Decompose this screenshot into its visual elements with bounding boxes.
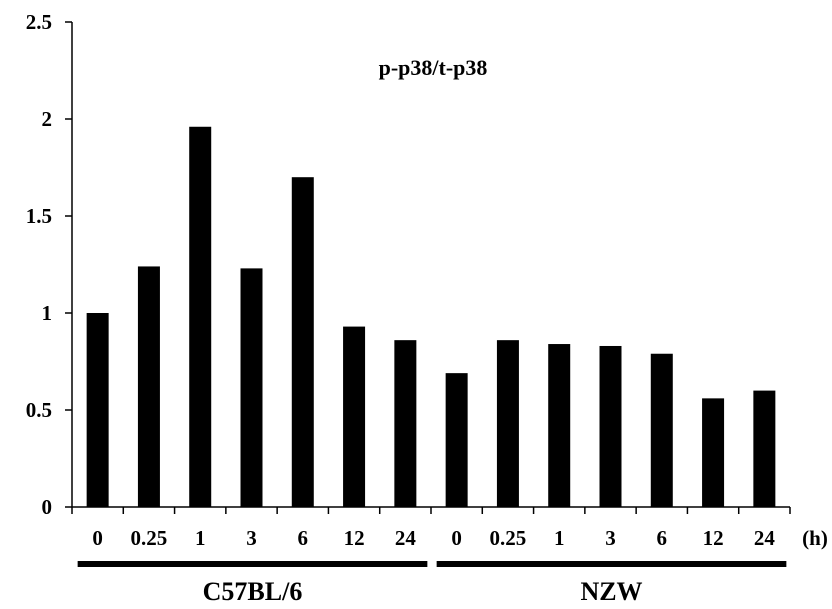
bar	[189, 126, 212, 507]
x-tick-label: 24	[754, 526, 776, 550]
group-label: C57BL/6	[203, 577, 303, 606]
x-axis	[71, 506, 791, 514]
x-tick-label: 3	[605, 526, 616, 550]
bar	[548, 344, 571, 507]
x-tick-label: 12	[344, 526, 365, 550]
bar	[291, 177, 314, 507]
bar	[753, 390, 776, 507]
bar	[702, 398, 725, 507]
x-tick-label: 1	[554, 526, 565, 550]
x-tick-label: 6	[657, 526, 668, 550]
x-tick-label: 12	[703, 526, 724, 550]
bar	[137, 266, 160, 507]
bar	[496, 340, 519, 507]
group-labels: C57BL/6 NZW	[77, 561, 787, 606]
group-bracket	[436, 561, 787, 567]
y-tick-label: 0	[42, 495, 53, 519]
x-unit-label: (h)	[802, 526, 828, 550]
bar	[394, 340, 417, 507]
x-tick-label: 0.25	[490, 526, 527, 550]
y-tick-label: 1	[42, 301, 53, 325]
x-tick-label: 0.25	[131, 526, 168, 550]
chart-title: p-p38/t-p38	[379, 55, 488, 80]
x-tick-label: 6	[298, 526, 309, 550]
bars	[86, 126, 776, 507]
x-tick-label: 0	[451, 526, 462, 550]
y-tick-label: 2.5	[26, 10, 52, 34]
bar	[240, 268, 263, 507]
x-tick-label: 0	[92, 526, 103, 550]
bar	[445, 373, 468, 507]
group-bracket	[77, 561, 428, 567]
group-label: NZW	[580, 577, 642, 606]
bar	[86, 313, 109, 507]
x-tick-label: 24	[395, 526, 417, 550]
x-tick-label: 3	[246, 526, 257, 550]
x-tick-label: 1	[195, 526, 206, 550]
bar	[650, 353, 673, 507]
y-tick-label: 0.5	[26, 398, 52, 422]
y-tick-label: 2	[42, 107, 53, 131]
y-tick-label: 1.5	[26, 204, 52, 228]
bar	[343, 326, 366, 507]
y-axis: 0 0.5 1 1.5 2 2.5	[26, 10, 73, 519]
x-tick-labels: 0 0.25 1 3 6 12 24 0 0.25 1 3 6 12 24	[92, 526, 775, 550]
bar	[599, 345, 622, 507]
